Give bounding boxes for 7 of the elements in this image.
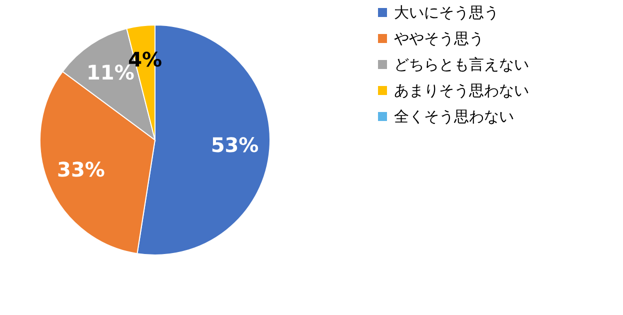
data-label: 53%: [210, 133, 259, 158]
legend-label: あまりそう思わない: [394, 82, 529, 100]
data-label: 33%: [57, 157, 105, 182]
legend-label: どちらとも言えない: [394, 56, 529, 74]
legend-label: 全くそう思わない: [394, 108, 514, 126]
legend-label: ややそう思う: [394, 30, 484, 48]
legend-label: 大いにそう思う: [394, 4, 499, 22]
